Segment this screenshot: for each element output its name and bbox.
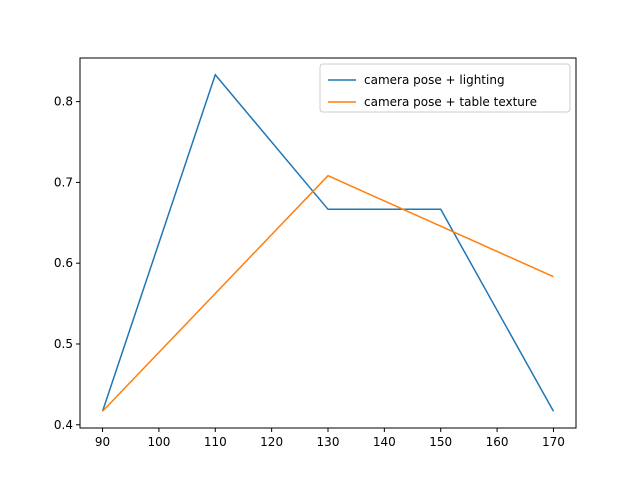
series-lines <box>101 73 555 412</box>
legend-label: camera pose + lighting <box>364 73 505 87</box>
y-tick-label: 0.7 <box>54 175 73 189</box>
y-tick-label: 0.5 <box>54 337 73 351</box>
x-tick-label: 110 <box>204 435 227 449</box>
y-axis-ticks: 0.4 0.5 0.6 0.7 0.8 <box>54 95 80 432</box>
x-tick-label: 90 <box>95 435 110 449</box>
x-tick-label: 160 <box>486 435 509 449</box>
x-tick-label: 140 <box>373 435 396 449</box>
x-tick-label: 170 <box>542 435 565 449</box>
plot-area <box>80 58 576 428</box>
x-tick-label: 150 <box>429 435 452 449</box>
x-axis-ticks: 90 100 110 120 130 140 150 160 170 <box>95 428 565 449</box>
legend-box <box>319 63 571 113</box>
x-tick-label: 120 <box>260 435 283 449</box>
y-tick-label: 0.4 <box>54 418 73 432</box>
legend-label: camera pose + table texture <box>364 95 537 109</box>
y-tick-label: 0.8 <box>54 95 73 109</box>
plot-frame <box>79 57 577 429</box>
x-tick-label: 100 <box>147 435 170 449</box>
legend: camera pose + lighting camera pose + tabl… <box>319 63 571 113</box>
x-tick-label: 130 <box>317 435 340 449</box>
y-tick-label: 0.6 <box>54 256 73 270</box>
